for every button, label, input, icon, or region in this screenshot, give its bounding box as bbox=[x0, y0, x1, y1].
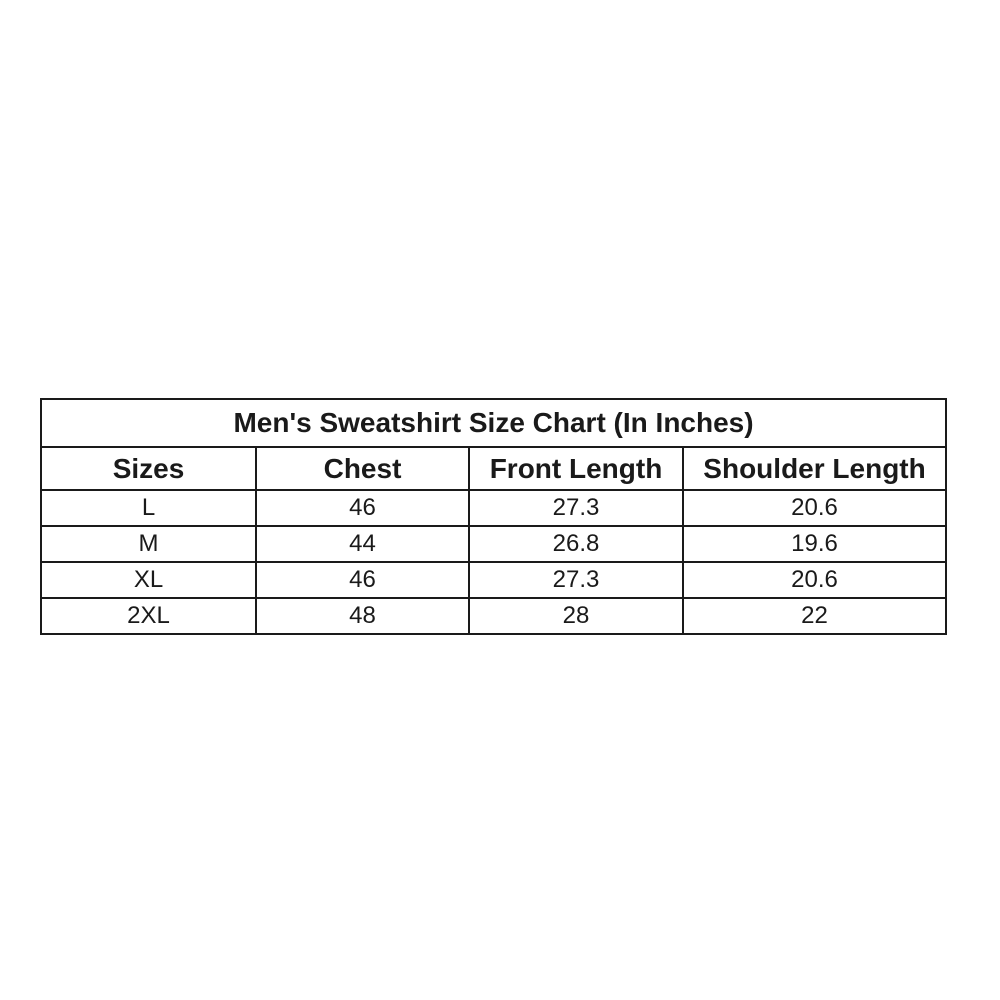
cell-size: XL bbox=[40, 561, 257, 599]
title-row: Men's Sweatshirt Size Chart (In Inches) bbox=[39, 398, 948, 448]
header-row: Sizes Chest Front Length Shoulder Length bbox=[40, 446, 948, 491]
cell-shoulder-length: 19.6 bbox=[681, 525, 948, 563]
chart-title: Men's Sweatshirt Size Chart (In Inches) bbox=[39, 398, 948, 448]
column-header-shoulder-length: Shoulder Length bbox=[681, 446, 948, 491]
cell-front-length: 28 bbox=[468, 597, 684, 635]
size-chart-table: Men's Sweatshirt Size Chart (In Inches) … bbox=[39, 398, 948, 635]
column-header-sizes: Sizes bbox=[40, 446, 257, 491]
cell-chest: 46 bbox=[255, 489, 470, 527]
table-row-2xl: 2XL 48 28 22 bbox=[40, 597, 948, 635]
column-header-chest: Chest bbox=[255, 446, 470, 491]
cell-chest: 46 bbox=[255, 561, 470, 599]
cell-chest: 44 bbox=[255, 525, 470, 563]
cell-front-length: 26.8 bbox=[468, 525, 684, 563]
cell-front-length: 27.3 bbox=[468, 489, 684, 527]
cell-chest: 48 bbox=[255, 597, 470, 635]
cell-shoulder-length: 22 bbox=[681, 597, 948, 635]
cell-size: L bbox=[40, 489, 257, 527]
cell-shoulder-length: 20.6 bbox=[681, 489, 948, 527]
column-header-front-length: Front Length bbox=[468, 446, 684, 491]
table-row-l: L 46 27.3 20.6 bbox=[40, 489, 948, 527]
cell-size: M bbox=[40, 525, 257, 563]
cell-front-length: 27.3 bbox=[468, 561, 684, 599]
table-row-m: M 44 26.8 19.6 bbox=[40, 525, 948, 563]
cell-size: 2XL bbox=[40, 597, 257, 635]
cell-shoulder-length: 20.6 bbox=[681, 561, 948, 599]
table-row-xl: XL 46 27.3 20.6 bbox=[40, 561, 948, 599]
